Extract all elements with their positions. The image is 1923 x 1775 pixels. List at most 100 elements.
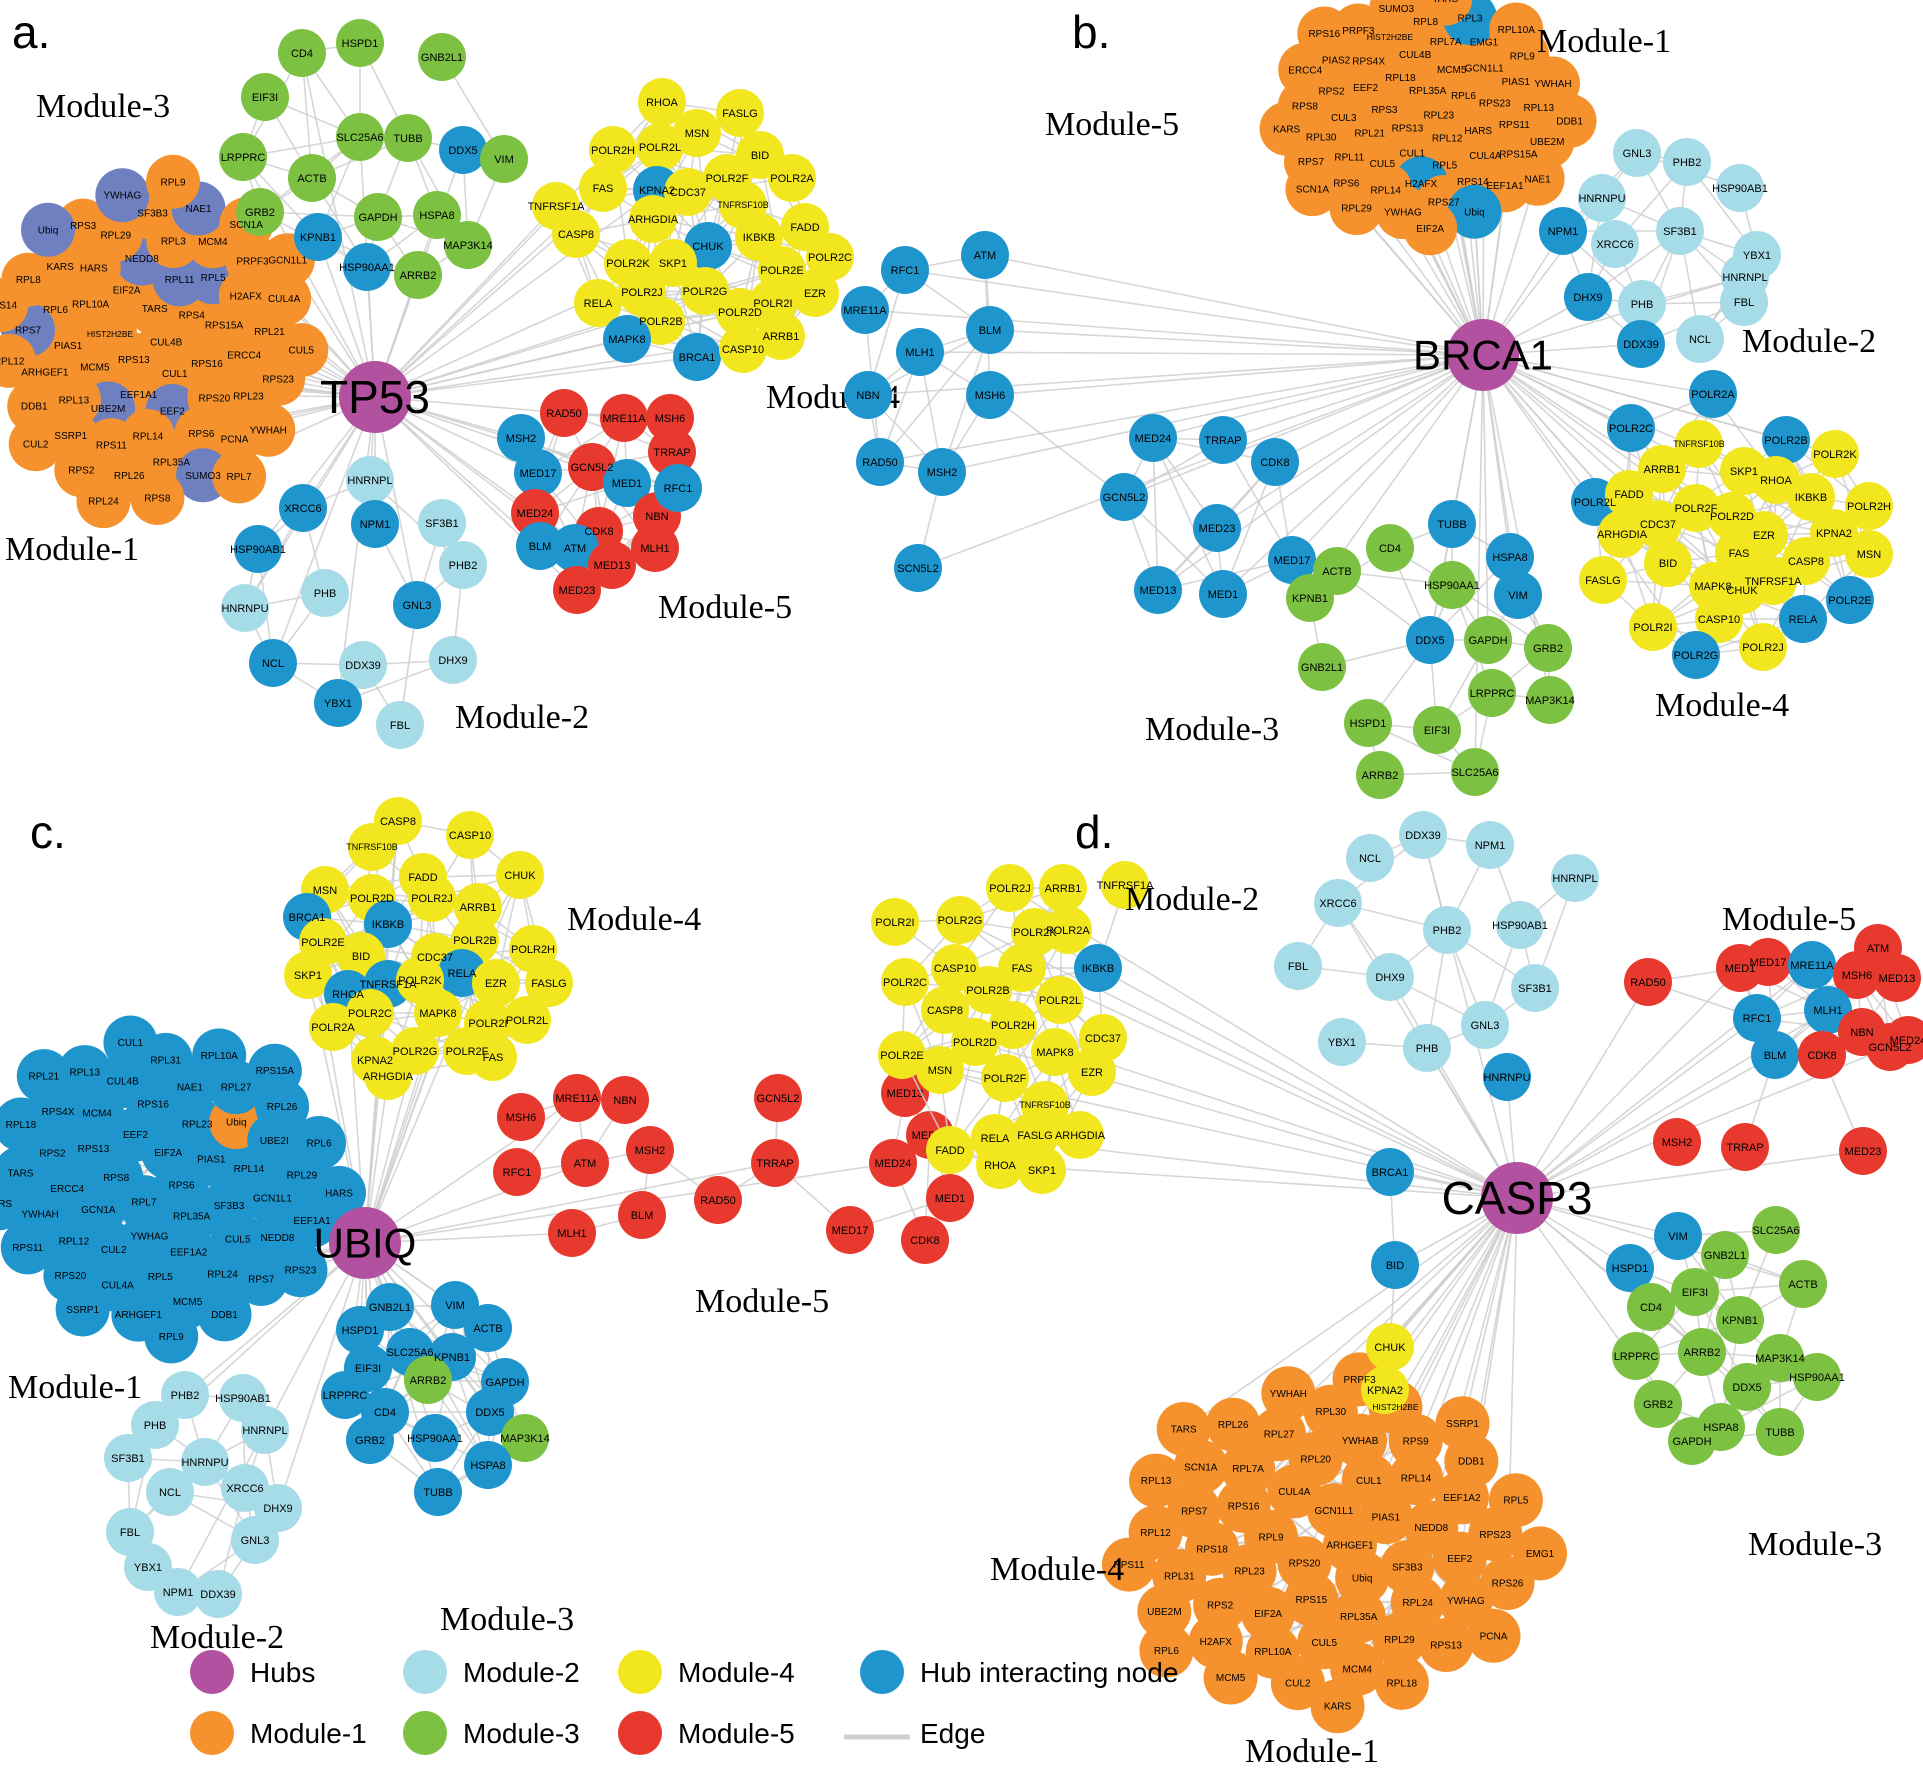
node-TRRAP[interactable] [1199,416,1247,464]
node-HSPD1[interactable] [336,19,384,67]
node-FAS[interactable] [579,164,627,212]
node-RPL6[interactable] [1139,1623,1194,1678]
node-ACTB[interactable] [1779,1260,1827,1308]
node-ARHGDIA[interactable] [1056,1111,1104,1159]
node-DDX5[interactable] [466,1388,514,1436]
node-HSPD1[interactable] [1606,1244,1654,1292]
node-MED17[interactable] [1268,536,1316,584]
node-POLR2I[interactable] [1629,603,1677,651]
node-PHB2[interactable] [161,1371,209,1419]
node-RPS16[interactable] [1297,6,1352,61]
node-TUBB[interactable] [384,114,432,162]
node-BID[interactable] [1644,539,1692,587]
node-BLM[interactable] [516,522,564,570]
node-SKP1[interactable] [284,951,332,999]
node-KARS[interactable] [1259,101,1314,156]
node-MED13[interactable] [1134,566,1182,614]
node-Ubiq[interactable] [1447,184,1502,239]
node-TNFRSF10B[interactable] [1675,420,1723,468]
node-XRCC6[interactable] [1314,879,1362,927]
node-HNRNPU[interactable] [1483,1053,1531,1101]
node-HSP90AB1[interactable] [1716,164,1764,212]
node-NCL[interactable] [146,1468,194,1516]
node-FBL[interactable] [1274,942,1322,990]
node-ARRB2[interactable] [1678,1328,1726,1376]
node-MSN[interactable] [673,109,721,157]
node-POLR2A[interactable] [1044,906,1092,954]
node-MRE11A[interactable] [553,1074,601,1122]
node-EIF3I[interactable] [1413,706,1461,754]
node-BLM[interactable] [1751,1031,1799,1079]
node-PHB[interactable] [131,1401,179,1449]
node-POLR2H[interactable] [989,1001,1037,1049]
node-MLH1[interactable] [896,328,944,376]
node-ACTB[interactable] [288,154,336,202]
node-SCN1A[interactable] [1285,162,1340,217]
node-RPL21[interactable] [16,1049,71,1104]
node-RPL29[interactable] [1329,181,1384,236]
hub-node-TP53[interactable] [339,361,411,433]
node-EIF3I[interactable] [241,73,289,121]
node-POLR2J[interactable] [1739,623,1787,671]
node-CUL2[interactable] [1270,1656,1325,1711]
node-CASP10[interactable] [1695,595,1743,643]
node-SLC25A6[interactable] [336,113,384,161]
node-GNL3[interactable] [1613,129,1661,177]
node-SUMO3[interactable] [1369,0,1424,36]
node-RPL10A[interactable] [1489,2,1544,57]
node-SCN5L2[interactable] [894,544,942,592]
node-MSN[interactable] [1845,530,1893,578]
node-MSH2[interactable] [626,1126,674,1174]
node-POLR2E[interactable] [1826,576,1874,624]
node-HSP90AA1[interactable] [411,1414,459,1462]
node-GNB2L1[interactable] [418,33,466,81]
node-RPS11[interactable] [0,1220,55,1275]
node-RELA[interactable] [574,279,622,327]
node-HNRNPU[interactable] [221,584,269,632]
node-GAPDH[interactable] [354,193,402,241]
node-MSH2[interactable] [1653,1118,1701,1166]
node-CD4[interactable] [1366,524,1414,572]
node-TARS[interactable] [1156,1402,1211,1457]
node-GRB2[interactable] [346,1416,394,1464]
node-RPS14[interactable] [0,278,29,333]
node-CD4[interactable] [1627,1283,1675,1331]
hub-node-CASP3[interactable] [1481,1162,1553,1234]
node-DDX39[interactable] [1399,811,1447,859]
node-YWHAG[interactable] [95,168,150,223]
node-RPL18[interactable] [1374,1655,1429,1710]
node-DHX9[interactable] [429,636,477,684]
node-XRCC6[interactable] [1591,220,1639,268]
node-MLH1[interactable] [1804,986,1852,1034]
node-TRRAP[interactable] [648,428,696,476]
node-POLR2J[interactable] [408,874,456,922]
node-MED1[interactable] [926,1174,974,1222]
node-EZR[interactable] [472,959,520,1007]
node-CUL1[interactable] [103,1015,158,1070]
node-MSH6[interactable] [497,1093,545,1141]
node-LRPPRC[interactable] [219,133,267,181]
node-RAD50[interactable] [1624,958,1672,1006]
node-MED23[interactable] [1839,1127,1887,1175]
node-DDX39[interactable] [339,641,387,689]
node-FAS[interactable] [469,1033,517,1081]
node-NCL[interactable] [1346,834,1394,882]
node-HSPD1[interactable] [1344,699,1392,747]
node-FAS[interactable] [1715,529,1763,577]
node-POLR2C[interactable] [806,233,854,281]
node-MRE11A[interactable] [1788,941,1836,989]
node-PHB2[interactable] [1423,906,1471,954]
node-MED23[interactable] [1193,504,1241,552]
node-MSH2[interactable] [918,448,966,496]
node-PHB[interactable] [301,569,349,617]
node-RPS13[interactable] [1419,1618,1474,1673]
node-LRPPRC[interactable] [321,1371,369,1419]
node-NBN[interactable] [601,1076,649,1124]
node-RPS11[interactable] [1101,1537,1156,1592]
node-CDK8[interactable] [901,1216,949,1264]
node-RFC1[interactable] [493,1148,541,1196]
node-GNL3[interactable] [1461,1001,1509,1049]
node-CASP8[interactable] [921,986,969,1034]
node-POLR2F[interactable] [981,1054,1029,1102]
node-FAS[interactable] [998,944,1046,992]
